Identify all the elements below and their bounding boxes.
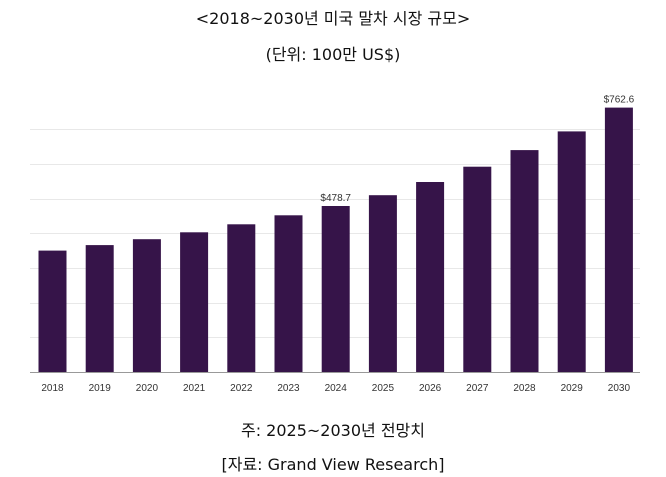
x-tick-label: 2027 bbox=[466, 383, 489, 394]
bar-chart: 2018 2019 2020 2021 2022 2023 2024 $478.7 2025 20… bbox=[30, 95, 640, 394]
bar-2022 bbox=[227, 224, 256, 372]
data-label-2030: $762.6 bbox=[604, 95, 635, 106]
x-tick-label: 2023 bbox=[277, 383, 300, 394]
bar-2023 bbox=[274, 215, 303, 372]
bar-2026 bbox=[416, 182, 445, 372]
forecast-note: 주: 2025~2030년 전망치 bbox=[240, 421, 425, 440]
chart-title: <2018~2030년 미국 말차 시장 규모> bbox=[195, 9, 471, 28]
chart-subtitle: (단위: 100만 US$) bbox=[265, 45, 401, 64]
x-tick-label: 2021 bbox=[183, 383, 206, 394]
x-tick-label: 2028 bbox=[513, 383, 536, 394]
x-tick-label: 2029 bbox=[561, 383, 584, 394]
x-tick-label: 2022 bbox=[230, 383, 253, 394]
x-tick-label: 2018 bbox=[41, 383, 64, 394]
bar-2030 bbox=[604, 107, 633, 372]
bar-2021 bbox=[180, 232, 209, 372]
data-label-2024: $478.7 bbox=[320, 193, 351, 204]
bar-2029 bbox=[557, 131, 586, 372]
x-tick-label: 2025 bbox=[372, 383, 395, 394]
bar-2020 bbox=[132, 239, 161, 372]
bar-2018 bbox=[38, 250, 67, 372]
source-note: [자료: Grand View Research] bbox=[221, 455, 445, 474]
x-tick-label: 2019 bbox=[89, 383, 112, 394]
bar-2024 bbox=[321, 206, 350, 372]
bar-2027 bbox=[463, 166, 492, 372]
bar-2019 bbox=[85, 245, 114, 372]
bar-2025 bbox=[368, 195, 397, 372]
x-tick-label: 2024 bbox=[325, 383, 348, 394]
x-tick-label: 2020 bbox=[136, 383, 159, 394]
x-tick-label: 2030 bbox=[608, 383, 631, 394]
x-tick-label: 2026 bbox=[419, 383, 442, 394]
bar-2028 bbox=[510, 150, 539, 372]
